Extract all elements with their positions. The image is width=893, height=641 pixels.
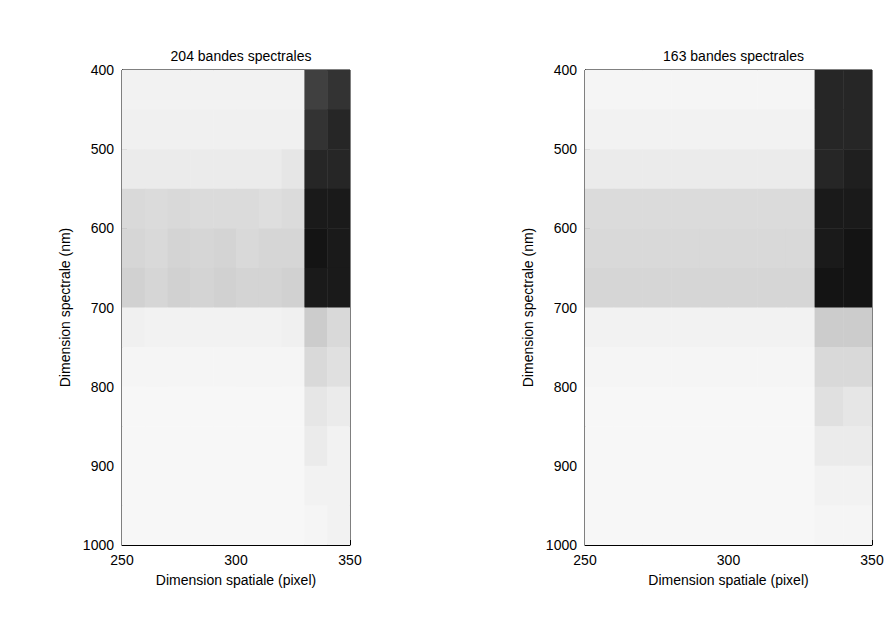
svg-text:163 bandes spectrales: 163 bandes spectrales	[663, 48, 804, 64]
svg-text:204 bandes spectrales: 204 bandes spectrales	[171, 48, 312, 64]
svg-text:Dimension spectrale (nm): Dimension spectrale (nm)	[57, 228, 73, 388]
svg-text:300: 300	[224, 552, 248, 568]
svg-text:500: 500	[91, 141, 115, 157]
svg-text:600: 600	[91, 220, 115, 236]
svg-text:400: 400	[91, 62, 115, 78]
svg-text:300: 300	[717, 552, 741, 568]
svg-text:600: 600	[554, 220, 578, 236]
svg-text:800: 800	[554, 379, 578, 395]
svg-text:Dimension spatiale (pixel): Dimension spatiale (pixel)	[648, 572, 808, 588]
svg-text:700: 700	[91, 300, 115, 316]
svg-text:350: 350	[860, 552, 884, 568]
svg-text:900: 900	[91, 458, 115, 474]
svg-text:Dimension spectrale (nm): Dimension spectrale (nm)	[520, 228, 536, 388]
svg-text:Dimension spatiale (pixel): Dimension spatiale (pixel)	[156, 572, 316, 588]
svg-text:1000: 1000	[83, 537, 114, 553]
svg-text:1000: 1000	[546, 537, 577, 553]
svg-text:400: 400	[554, 62, 578, 78]
svg-text:700: 700	[554, 300, 578, 316]
svg-text:250: 250	[573, 552, 597, 568]
svg-text:500: 500	[554, 141, 578, 157]
svg-text:900: 900	[554, 458, 578, 474]
svg-text:350: 350	[338, 552, 362, 568]
svg-text:800: 800	[91, 379, 115, 395]
svg-text:250: 250	[110, 552, 134, 568]
